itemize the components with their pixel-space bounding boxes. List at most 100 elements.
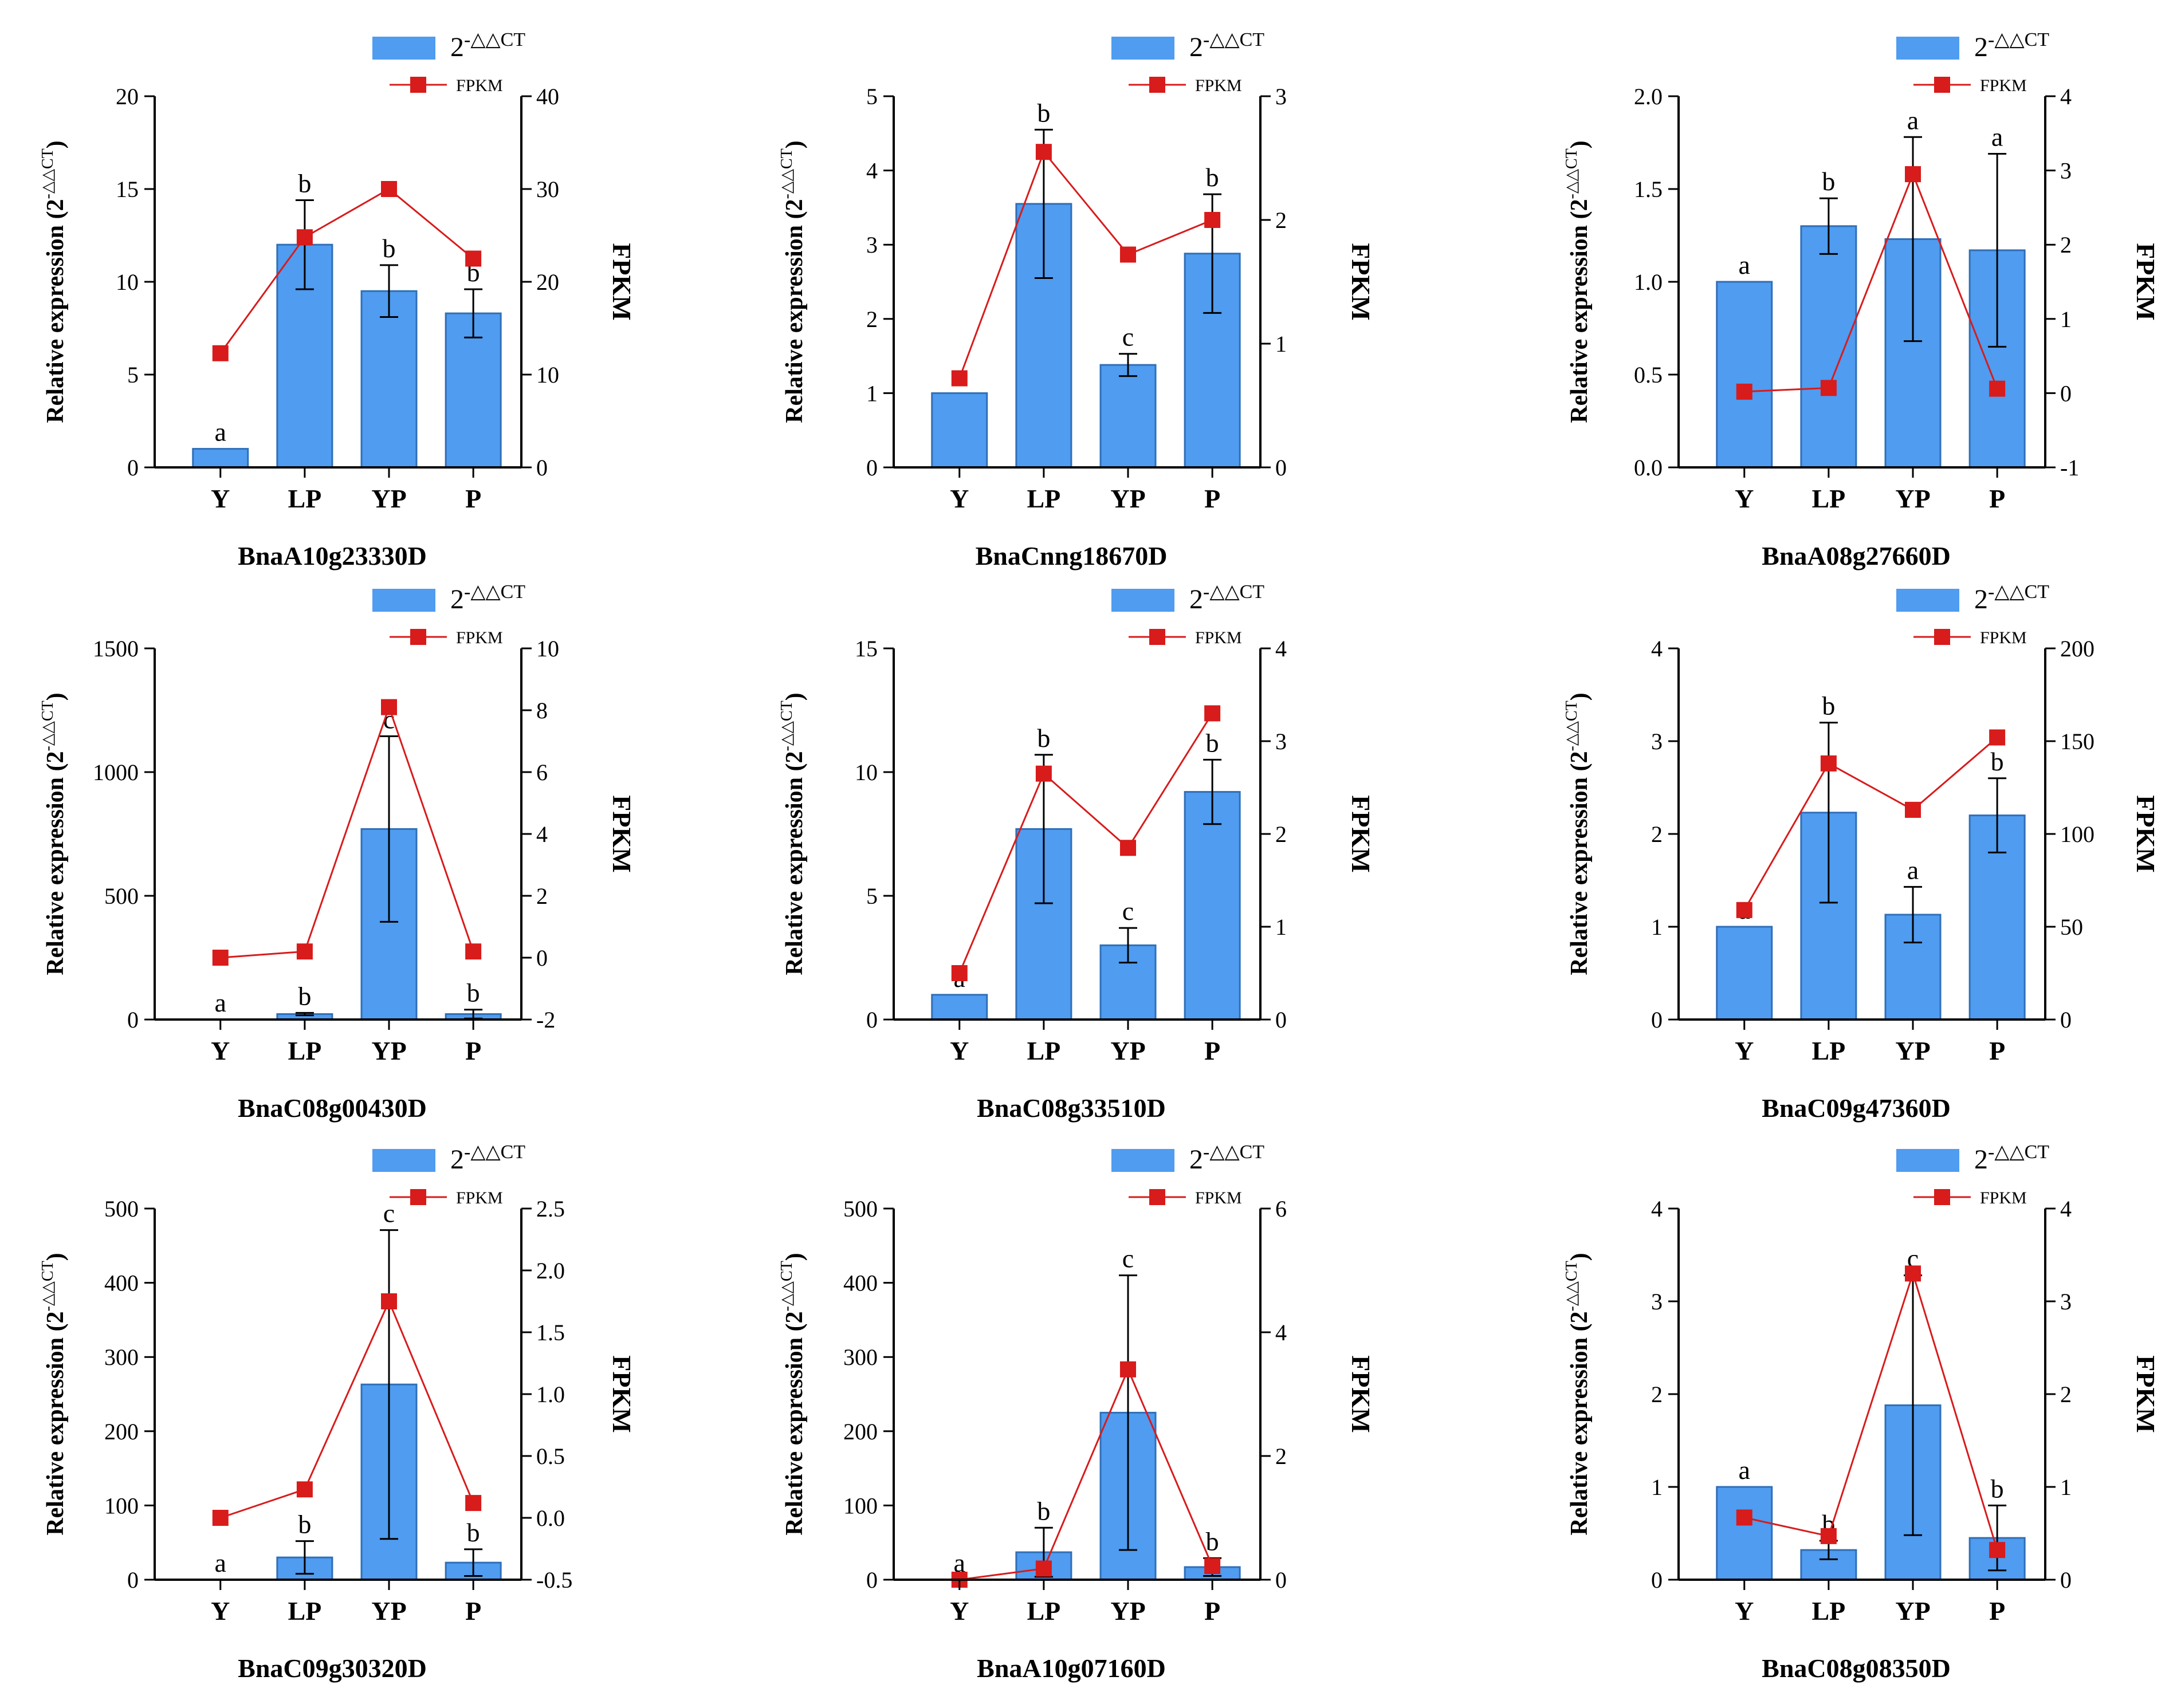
fpkm-line	[219, 188, 474, 354]
right-tick-label: 100	[2060, 821, 2095, 847]
legend-bar-label: 2-△△CT	[450, 29, 525, 62]
right-tick-label: -2	[536, 1007, 555, 1033]
legend-fpkm-marker	[410, 77, 426, 93]
right-tick-label: 50	[2060, 914, 2083, 940]
left-tick-label: 20	[116, 84, 139, 109]
legend-bar-swatch	[1896, 37, 1959, 60]
left-tick-label: 10	[855, 759, 878, 785]
x-category-label: P	[1989, 1596, 2005, 1626]
legend-bar-label-sup: -△△CT	[464, 29, 525, 50]
significance-letter-YP: c	[383, 1199, 395, 1228]
fpkm-point-P	[465, 250, 482, 267]
fpkm-line	[1744, 1270, 1998, 1550]
right-tick-label: 2	[1275, 207, 1287, 233]
left-axis-title-suffix: )	[1566, 140, 1593, 148]
x-category-label: YP	[371, 1596, 406, 1626]
fpkm-line	[958, 713, 1213, 974]
right-tick-label: 2	[2060, 1382, 2072, 1407]
left-axis-title-sup: -△△CT	[778, 700, 796, 751]
significance-letter-YP: a	[1907, 105, 1919, 135]
left-tick-label: 200	[104, 1419, 139, 1445]
fpkm-point-Y	[951, 370, 968, 387]
left-tick-label: 5	[127, 362, 139, 388]
left-axis-title-prefix: Relative expression (2	[781, 751, 808, 975]
right-tick-label: 2	[2060, 232, 2072, 258]
legend-bar-label-base: 2	[450, 32, 464, 62]
fpkm-point-LP	[296, 943, 313, 960]
right-tick-label: 200	[2060, 636, 2095, 662]
left-axis-title: Relative expression (2-△△CT)	[39, 692, 69, 975]
x-category-label: LP	[1027, 1596, 1060, 1626]
legend-bar-label: 2-△△CT	[1974, 581, 2049, 615]
right-tick-label: 4	[2060, 1196, 2072, 1222]
x-category-label: Y	[1735, 484, 1754, 513]
x-category-label: P	[465, 1036, 481, 1065]
x-category-label: Y	[211, 484, 230, 513]
fpkm-line	[959, 1367, 1213, 1581]
legend-bar-label: 2-△△CT	[1189, 29, 1264, 62]
legend-fpkm-label: FPKM	[1980, 76, 2027, 95]
right-axis-title: FPKM	[607, 243, 636, 320]
right-tick-label: 0	[2060, 380, 2072, 406]
x-category-label: Y	[950, 484, 969, 513]
significance-letter-YP: c	[1122, 896, 1134, 926]
right-tick-label: 4	[2060, 84, 2072, 109]
left-axis-title-prefix: Relative expression (2	[1566, 751, 1593, 975]
left-tick-label: 1.5	[1634, 176, 1663, 202]
left-tick-label: 0.0	[1634, 455, 1663, 481]
right-tick-label: 1	[2060, 1474, 2072, 1500]
legend-bar-label-sup: -△△CT	[1203, 581, 1264, 603]
left-axis-title-sup: -△△CT	[1563, 148, 1581, 199]
legend-bar-swatch	[372, 37, 435, 60]
fpkm-point-LP	[1820, 380, 1837, 396]
left-tick-label: 1	[1651, 1474, 1663, 1500]
chart-panel-6: abab01234050100150200YLPYPPRelative expr…	[1563, 581, 2160, 1123]
fpkm-point-Y	[212, 345, 229, 361]
legend-fpkm-label: FPKM	[1195, 76, 1242, 95]
legend-bar-label-base: 2	[1974, 32, 1988, 62]
bar-LP	[1800, 225, 1857, 469]
left-tick-label: 15	[855, 636, 878, 662]
left-tick-label: 4	[1651, 636, 1663, 662]
legend-bar-label: 2-△△CT	[450, 1142, 525, 1175]
bar-YP	[360, 290, 418, 469]
x-category-label: YP	[1110, 484, 1145, 513]
gene-name: BnaC08g08350D	[1762, 1654, 1951, 1683]
x-category-label: P	[1204, 1596, 1220, 1626]
x-category-label: P	[465, 484, 481, 513]
chart-panel-3: a b a a 0.0 0.5 1.0 1.5 2.0 -1 0 1 2 3 4 Y LP YP P Relative…	[1563, 29, 2160, 570]
right-tick-label: 0	[2060, 1567, 2072, 1593]
legend-bar-label-sup: -△△CT	[1988, 581, 2049, 603]
legend-bar-label-sup: -△△CT	[464, 581, 525, 603]
right-tick-label: 2.0	[536, 1258, 565, 1284]
left-tick-label: 2	[1651, 821, 1663, 847]
legend-bar-swatch	[1896, 1149, 1959, 1172]
significance-letter-Y: a	[215, 988, 226, 1017]
gene-name: BnaA10g23330D	[238, 541, 427, 570]
significance-letter-LP: b	[1822, 167, 1835, 196]
left-tick-label: 0	[127, 1567, 139, 1593]
left-tick-label: 3	[1651, 729, 1663, 754]
gene-name: BnaC09g47360D	[1762, 1093, 1951, 1123]
legend-fpkm-label: FPKM	[1195, 628, 1242, 647]
x-category-label: YP	[1895, 484, 1930, 513]
right-tick-label: 0.0	[536, 1505, 565, 1531]
left-tick-label: 0	[866, 455, 878, 481]
fpkm-point-Y	[212, 1510, 229, 1526]
significance-letter-LP: b	[1822, 691, 1835, 721]
chart-panel-2: abcb0123450123YLPYPPRelative expression …	[778, 29, 1376, 570]
left-tick-label: 1	[1651, 914, 1663, 940]
right-tick-label: 4	[1275, 636, 1287, 662]
significance-letter-P: b	[467, 1518, 480, 1547]
left-tick-label: 400	[843, 1270, 878, 1296]
x-category-label: LP	[1027, 484, 1060, 513]
left-axis-title: Relative expression (2-△△CT)	[1563, 140, 1593, 423]
left-axis-title-suffix: )	[781, 140, 808, 148]
legend-bar-label-base: 2	[1974, 1144, 1988, 1175]
legend-fpkm-label: FPKM	[1980, 1188, 2027, 1207]
fpkm-point-LP	[296, 1481, 313, 1498]
left-axis-title-prefix: Relative expression (2	[42, 199, 69, 423]
right-tick-label: 0	[2060, 1007, 2072, 1033]
left-tick-label: 2	[866, 306, 878, 332]
